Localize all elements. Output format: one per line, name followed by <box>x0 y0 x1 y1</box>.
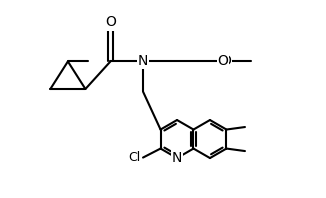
Text: N: N <box>172 151 182 165</box>
Text: O: O <box>218 54 229 69</box>
Text: O: O <box>105 16 116 30</box>
Text: O: O <box>220 54 231 69</box>
Text: N: N <box>138 54 148 69</box>
Text: N: N <box>138 54 148 69</box>
Text: Cl: Cl <box>128 151 140 164</box>
Text: O: O <box>105 15 116 30</box>
